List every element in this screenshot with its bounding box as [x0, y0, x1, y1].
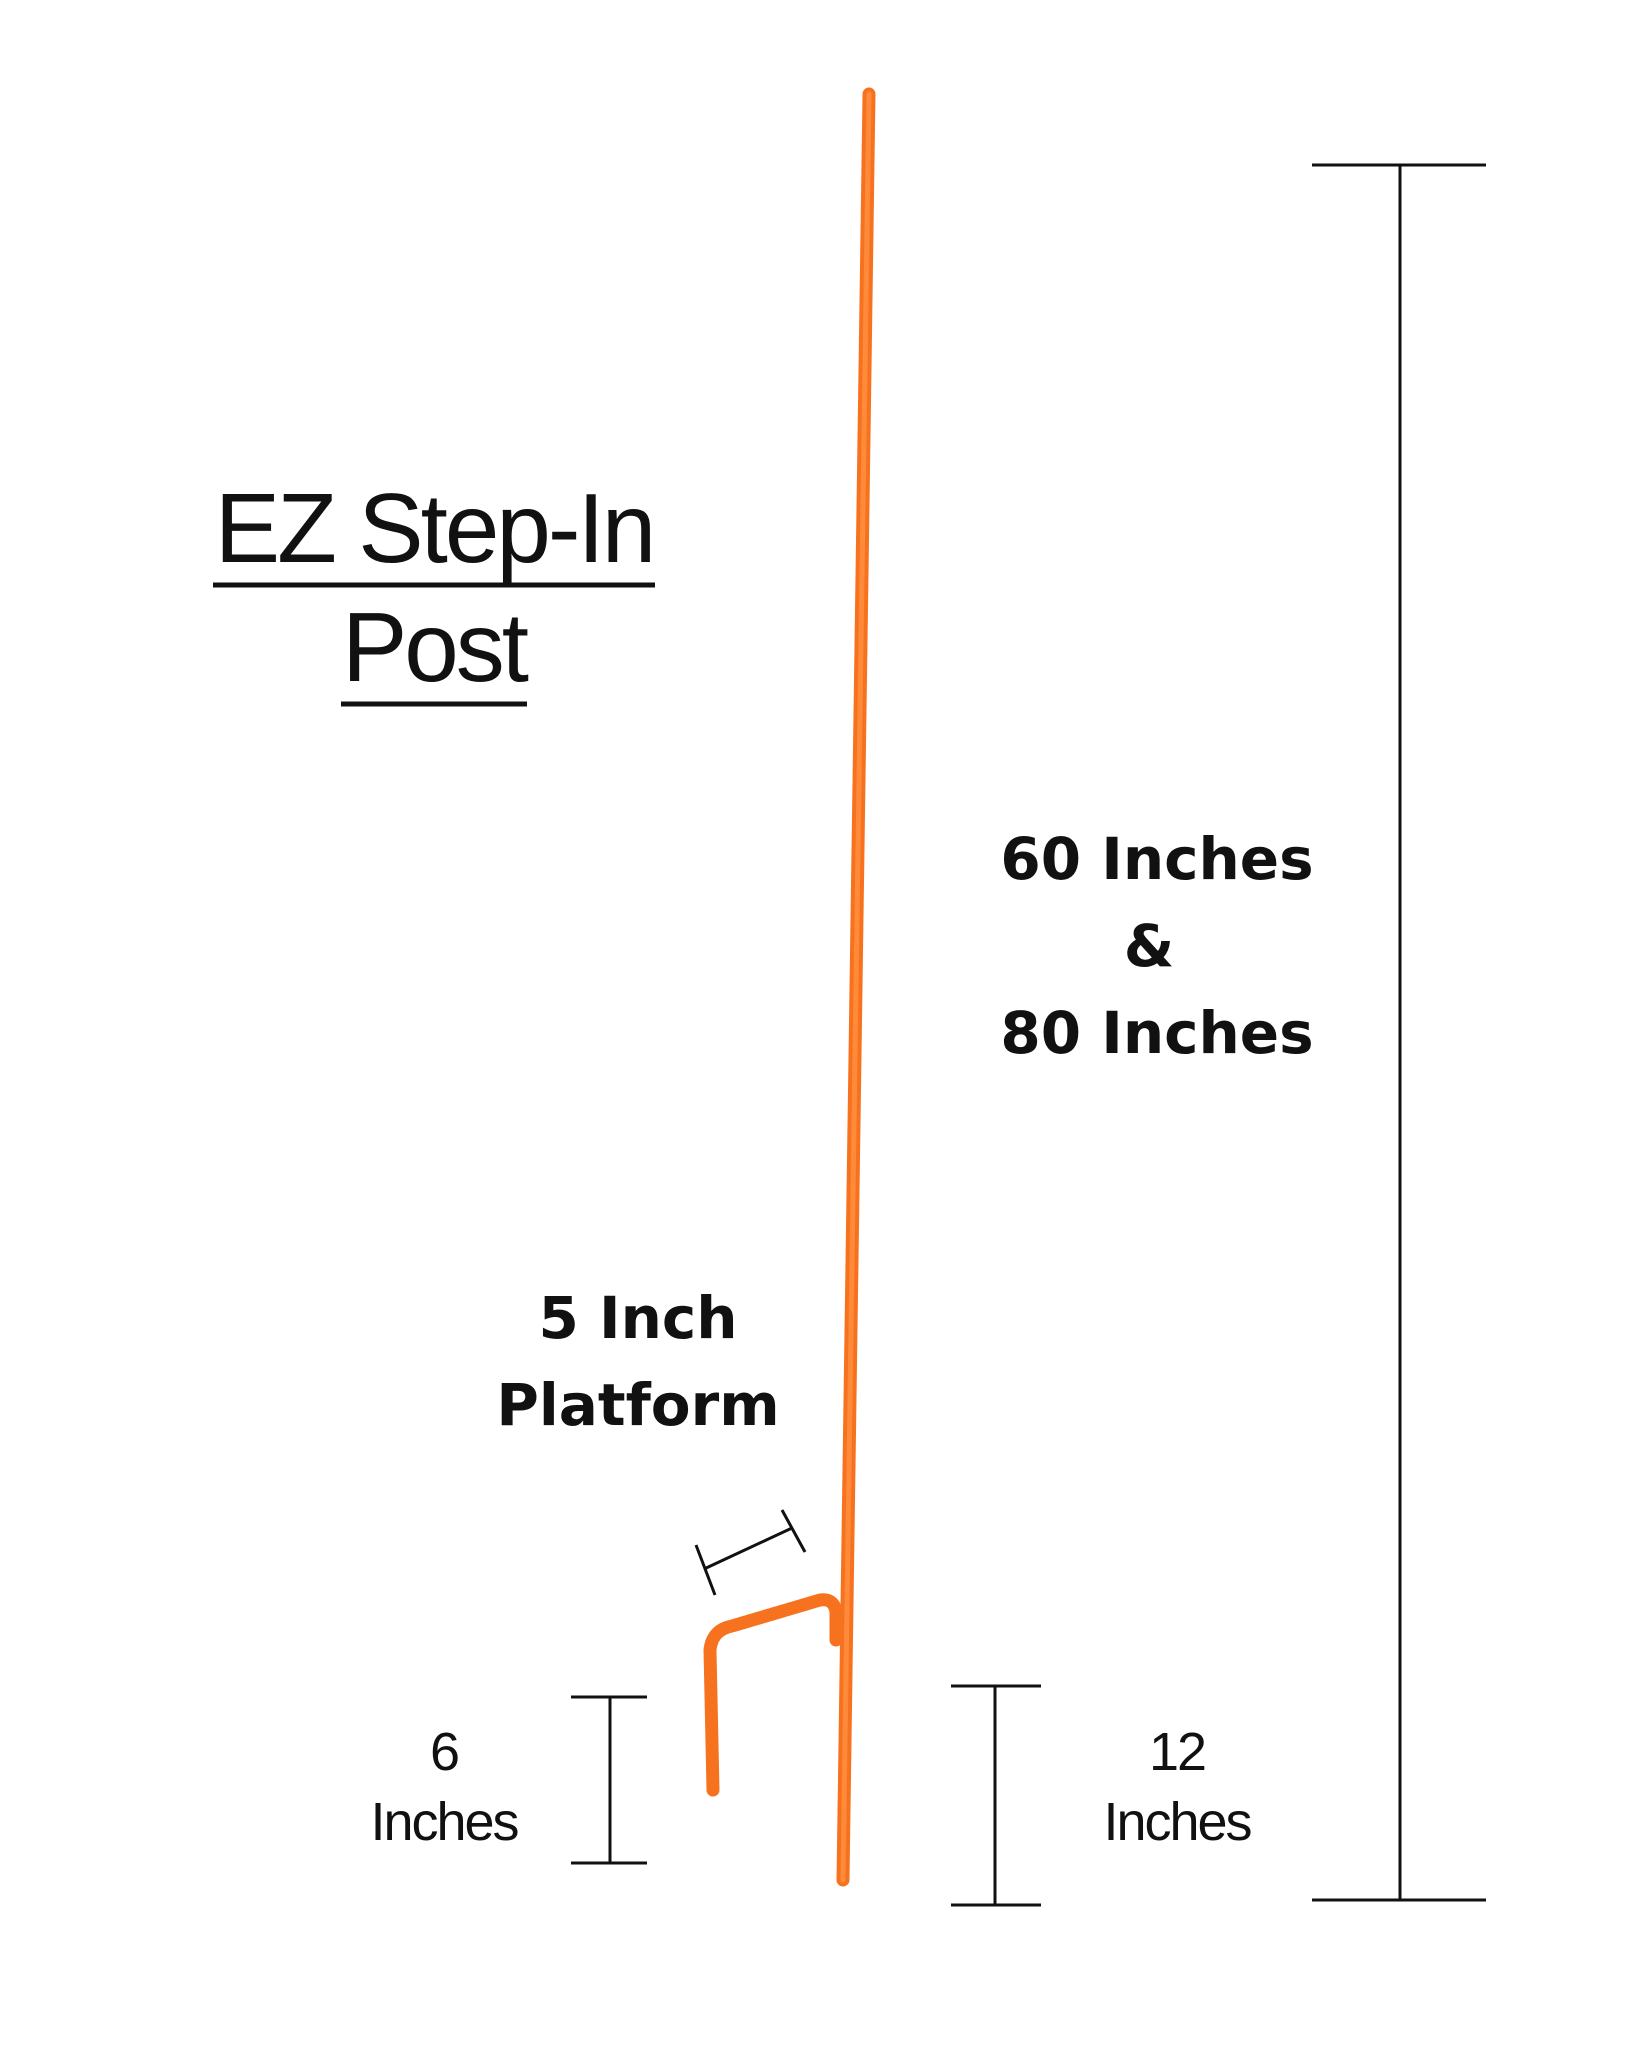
- post-rod-highlight: [840, 91, 872, 1883]
- spike-label-1: 6: [430, 1722, 458, 1782]
- ground-label-1: 12: [1149, 1722, 1205, 1782]
- height-dimension: [1312, 163, 1486, 1902]
- step-platform-bracket: [703, 1593, 843, 1797]
- ground-label-2: Inches: [1103, 1792, 1251, 1852]
- title-line-2: Post: [342, 592, 529, 702]
- ground-depth-dimension: [951, 1684, 1041, 1907]
- height-label-3: 80 Inches: [1000, 999, 1313, 1067]
- platform-dimension: [694, 1509, 807, 1596]
- height-label-1: 60 Inches: [1000, 825, 1313, 893]
- height-label-2: &: [1124, 912, 1175, 980]
- spike-dimension: [571, 1695, 647, 1865]
- platform-label-1: 5 Inch: [538, 1284, 737, 1352]
- spike-label-2: Inches: [370, 1792, 518, 1852]
- title-line-1: EZ Step-In: [215, 473, 653, 583]
- platform-label-2: Platform: [496, 1371, 779, 1439]
- post-illustration: [703, 87, 876, 1887]
